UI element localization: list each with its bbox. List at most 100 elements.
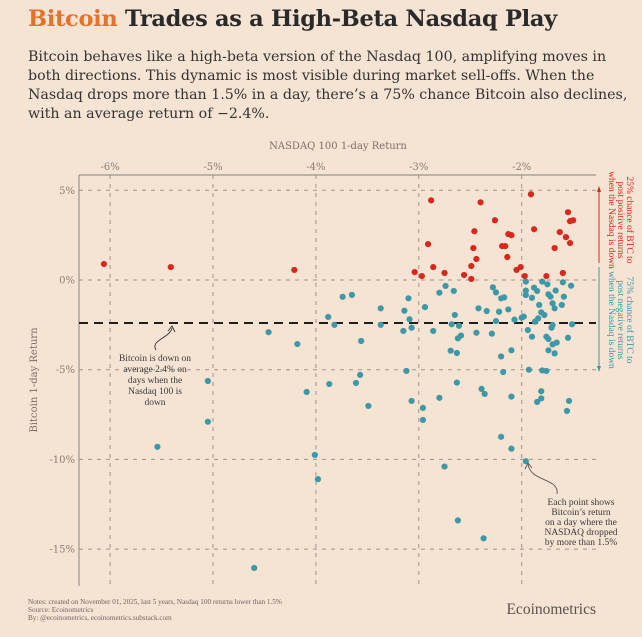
data-point bbox=[468, 275, 475, 283]
data-point bbox=[504, 253, 511, 261]
data-point bbox=[447, 347, 454, 354]
data-point bbox=[508, 393, 515, 400]
data-point bbox=[453, 349, 460, 357]
data-point bbox=[551, 350, 558, 357]
data-point bbox=[265, 329, 272, 336]
data-point bbox=[303, 388, 310, 396]
data-point bbox=[505, 306, 512, 313]
data-point bbox=[565, 397, 573, 405]
data-point bbox=[483, 307, 490, 315]
data-point bbox=[545, 335, 552, 343]
data-point bbox=[408, 397, 415, 405]
data-point bbox=[563, 407, 571, 415]
data-point bbox=[448, 321, 455, 328]
data-point bbox=[475, 305, 482, 312]
data-point bbox=[408, 324, 415, 331]
title-accent: Bitcoin bbox=[28, 6, 118, 32]
data-point bbox=[377, 305, 384, 312]
y-tick-label: 5% bbox=[59, 186, 75, 197]
data-point bbox=[498, 353, 505, 360]
data-point bbox=[204, 418, 211, 425]
data-point bbox=[520, 313, 527, 320]
data-point bbox=[471, 228, 478, 235]
arrow-down-icon bbox=[597, 366, 601, 372]
data-point bbox=[419, 404, 427, 412]
data-point bbox=[441, 463, 448, 470]
data-point bbox=[411, 269, 418, 276]
data-point bbox=[455, 322, 463, 329]
data-point bbox=[528, 333, 536, 340]
data-point bbox=[528, 294, 536, 301]
data-point bbox=[500, 368, 507, 376]
data-point bbox=[549, 321, 556, 329]
y-tick-label: -5% bbox=[56, 365, 75, 376]
data-point bbox=[477, 199, 484, 206]
data-point bbox=[549, 300, 556, 307]
data-point bbox=[538, 395, 545, 402]
data-point bbox=[331, 321, 338, 328]
data-point bbox=[564, 209, 572, 216]
data-point bbox=[522, 278, 529, 285]
data-point bbox=[539, 278, 546, 285]
data-point bbox=[522, 287, 529, 294]
subtitle: Bitcoin behaves like a high-beta version… bbox=[28, 49, 628, 122]
data-point bbox=[453, 379, 460, 386]
positive-side-label: 25% chance of BTC to post positive retur… bbox=[606, 171, 635, 269]
annotation-line: days when the bbox=[128, 376, 182, 386]
data-point bbox=[473, 329, 480, 336]
data-point bbox=[543, 367, 550, 375]
data-point bbox=[405, 295, 412, 302]
data-point bbox=[556, 229, 563, 236]
footer-source: Source: Ecoinometrics bbox=[28, 606, 93, 614]
x-tick-label: -6% bbox=[100, 162, 119, 173]
side-label-line: post positive returns bbox=[615, 181, 625, 258]
data-point bbox=[567, 282, 575, 289]
mean-annotation-arrow bbox=[154, 327, 173, 351]
side-label-line: 25% chance of BTC to bbox=[624, 176, 635, 263]
annotation-line: Each point shows bbox=[547, 498, 614, 508]
data-point bbox=[521, 272, 528, 280]
data-point bbox=[311, 451, 318, 459]
data-point bbox=[538, 388, 545, 395]
annotation-line: average 2.4% on bbox=[123, 365, 187, 375]
data-point bbox=[530, 226, 538, 233]
grid bbox=[79, 175, 596, 586]
data-point bbox=[357, 371, 364, 379]
side-label-line: 75% chance of BTC to bbox=[624, 276, 635, 363]
annotation-line: Bitcoin’s return bbox=[551, 508, 611, 518]
side-label-line: when the Nasdaq is down bbox=[606, 271, 616, 369]
data-point bbox=[400, 327, 407, 335]
data-point bbox=[498, 433, 505, 440]
data-point bbox=[291, 266, 298, 274]
data-point bbox=[365, 402, 372, 410]
data-point bbox=[204, 377, 211, 385]
data-point bbox=[558, 301, 565, 309]
data-point bbox=[491, 217, 499, 224]
data-point bbox=[294, 340, 301, 348]
annotation-line: Bitcoin is down on bbox=[119, 354, 191, 364]
data-point bbox=[430, 263, 437, 271]
data-point bbox=[489, 284, 496, 291]
data-point bbox=[511, 316, 518, 323]
data-point bbox=[562, 234, 570, 241]
data-point bbox=[451, 311, 458, 319]
arrow-up-icon bbox=[597, 186, 601, 192]
data-point bbox=[501, 294, 508, 301]
data-point bbox=[480, 535, 487, 542]
y-tick-label: 0% bbox=[59, 276, 75, 287]
data-points bbox=[100, 191, 577, 572]
data-point bbox=[460, 271, 468, 279]
data-point bbox=[492, 289, 500, 296]
mean-annotation: Bitcoin is down on average 2.4% on days … bbox=[119, 354, 191, 408]
data-point bbox=[424, 241, 432, 248]
data-point bbox=[522, 291, 529, 299]
data-point bbox=[403, 367, 410, 375]
data-point bbox=[524, 326, 531, 334]
data-point bbox=[508, 347, 515, 354]
point-annotation: Each point shows Bitcoin’s return on a d… bbox=[544, 498, 617, 548]
data-point bbox=[527, 191, 535, 198]
data-point bbox=[251, 564, 258, 572]
data-point bbox=[436, 289, 443, 296]
data-point bbox=[436, 394, 443, 401]
data-point bbox=[502, 242, 509, 250]
